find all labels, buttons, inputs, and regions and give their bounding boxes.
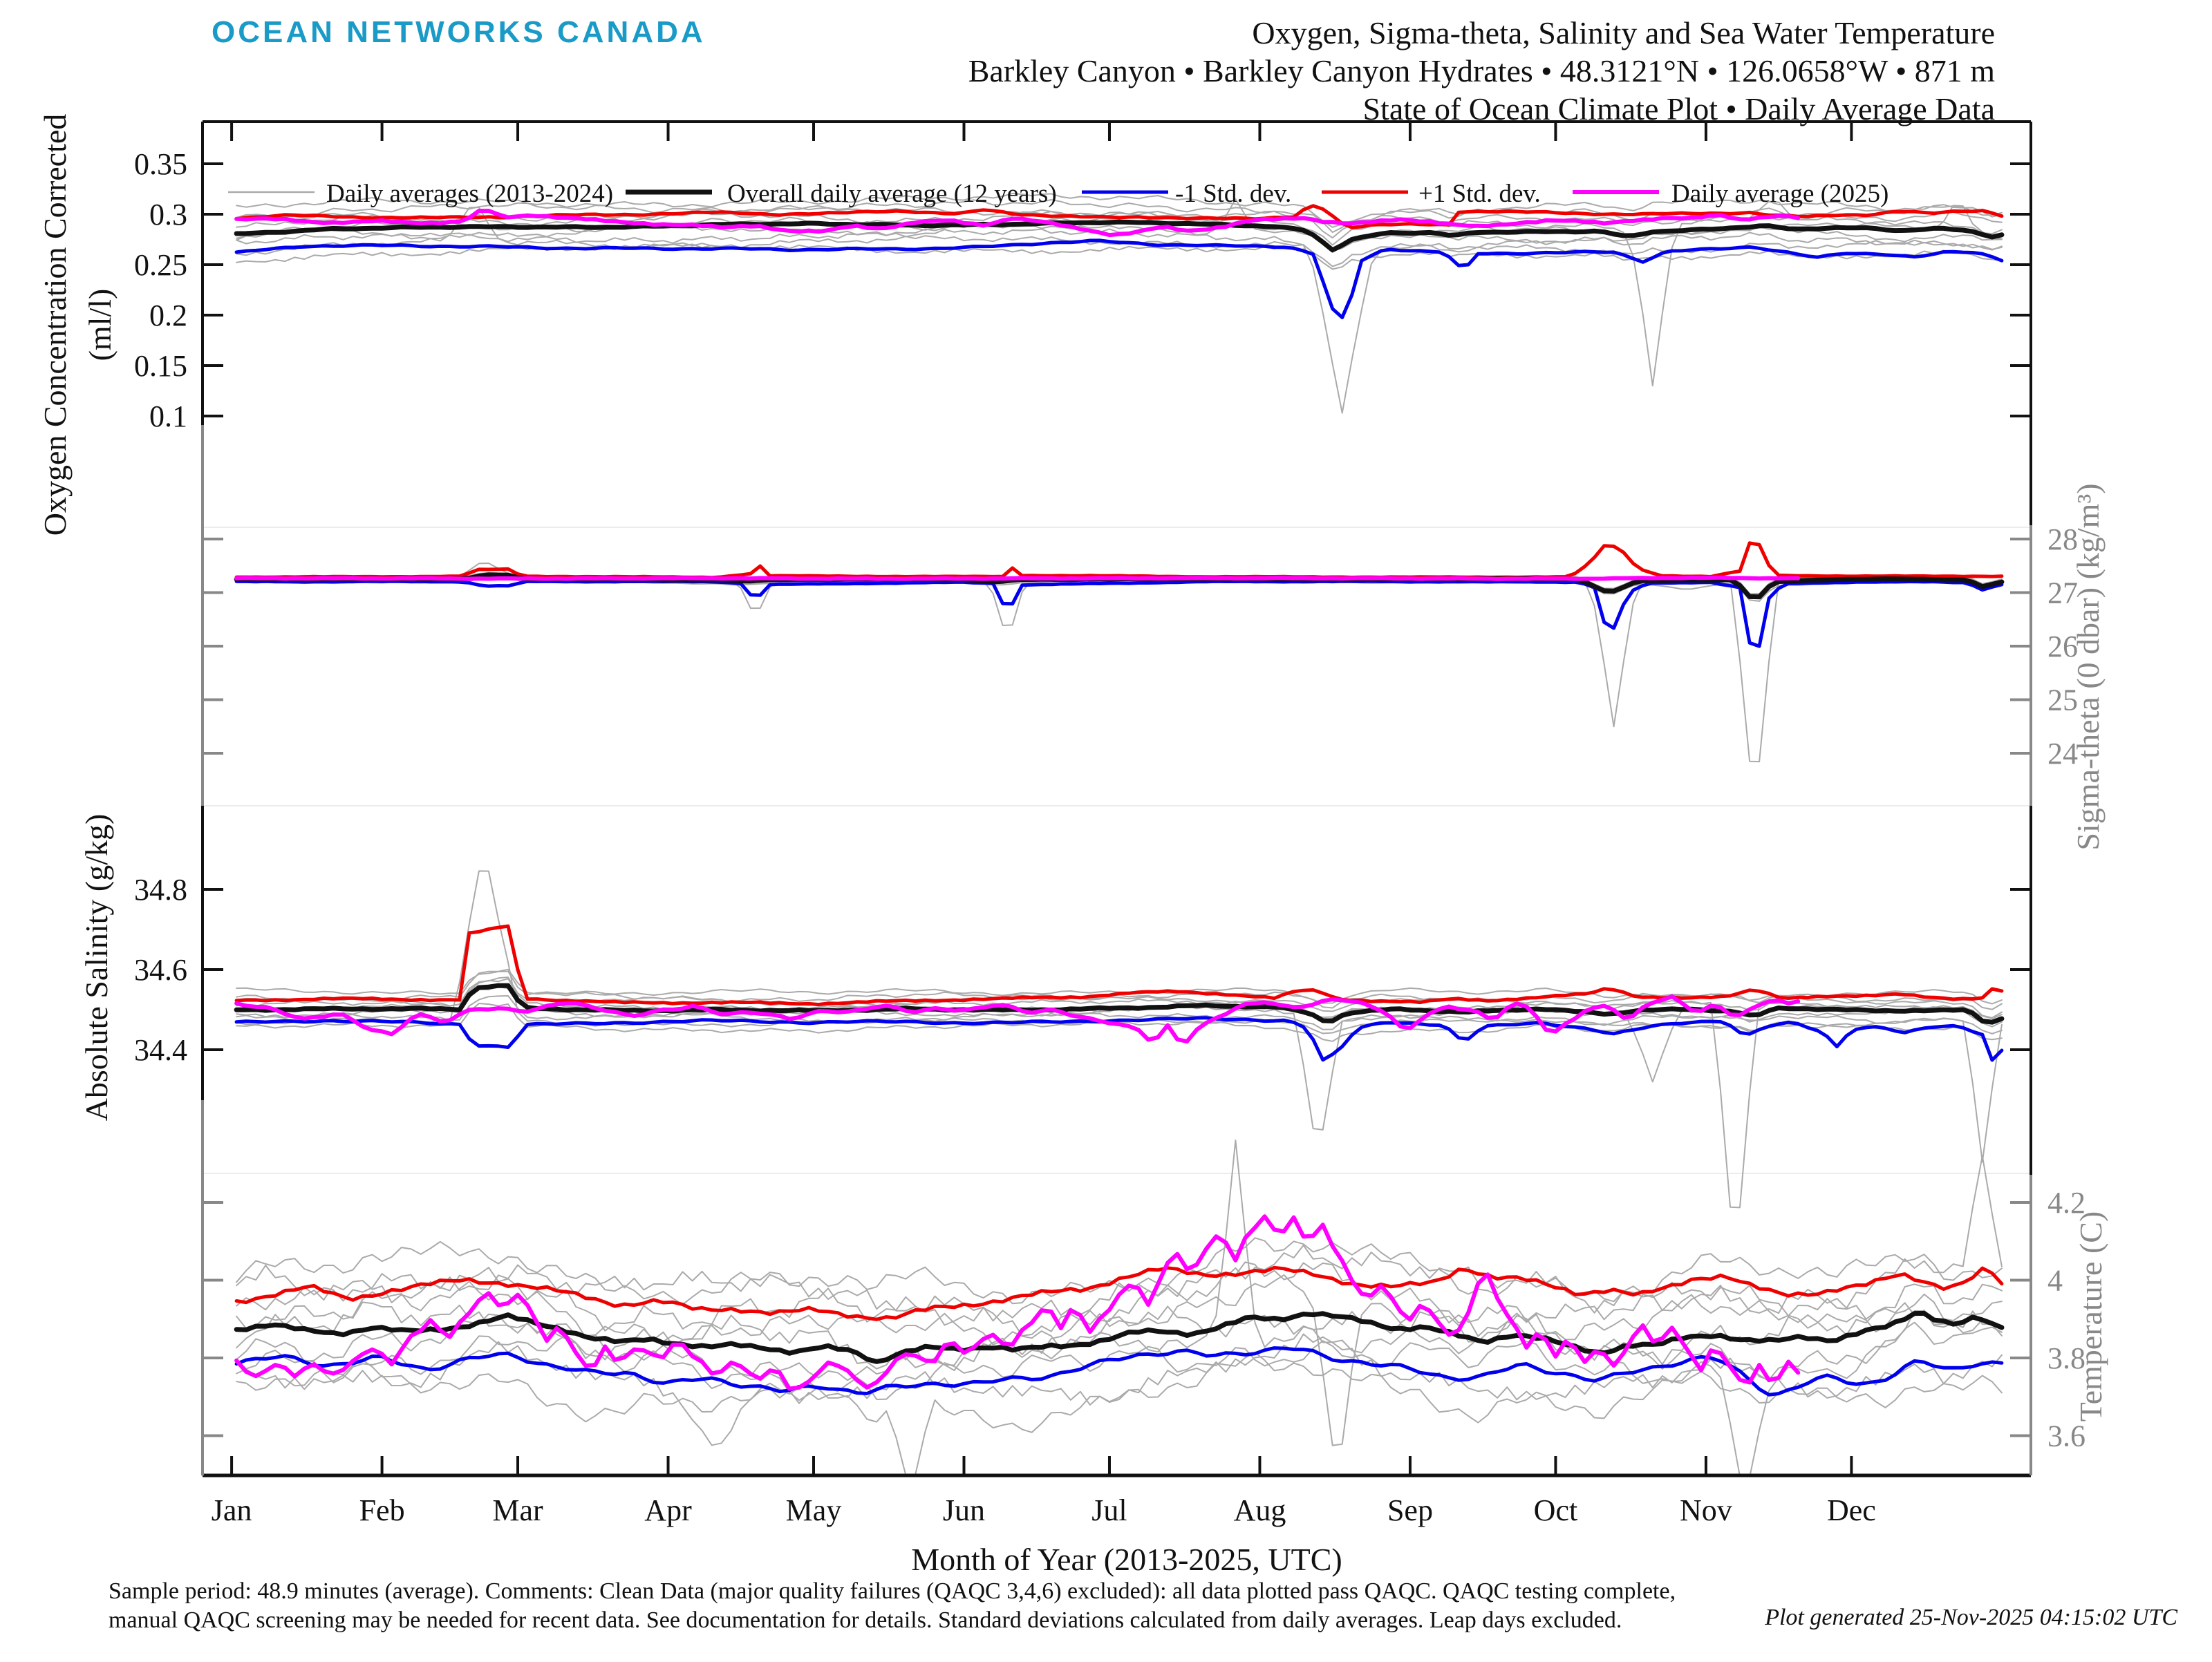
salinity-gray-line-4	[236, 983, 2003, 1083]
temperature-panel	[234, 1140, 2005, 1475]
salinity-tick-label: 34.6	[134, 953, 187, 987]
oxygen-panel	[234, 192, 2005, 414]
legend: Daily averages (2013-2024) Overall daily …	[228, 180, 1888, 208]
month-label-jan: Jan	[212, 1493, 252, 1527]
month-label-may: May	[786, 1493, 842, 1527]
series-layer	[234, 192, 2005, 1475]
oxygen-gray-line-6	[236, 200, 2003, 239]
salinity-series-black	[234, 983, 2005, 1025]
sigma-theta-tick-label: 24	[2047, 737, 2078, 771]
oxygen-gray-line-8	[236, 192, 2003, 228]
plot-title-block: Oxygen, Sigma-theta, Salinity and Sea Wa…	[968, 14, 1995, 128]
sigma-theta-axis-title: Sigma-theta (0 dbar) (kg/m³)	[2070, 483, 2106, 850]
salinity-gray-line-5	[236, 978, 2003, 1021]
month-label-apr: Apr	[644, 1493, 692, 1527]
oxygen-tick-label: 0.35	[134, 147, 187, 181]
salinity-gray-line-7	[236, 968, 2003, 1010]
salinity-series-red	[234, 924, 2004, 1007]
sigma-theta-panel	[234, 541, 2005, 763]
temperature-series-magenta	[234, 1214, 1801, 1391]
qaqc-caption-line-2: manual QAQC screening may be needed for …	[109, 1607, 1622, 1633]
temperature-series-blue	[234, 1346, 2004, 1397]
month-label-mar: Mar	[492, 1493, 543, 1527]
month-label-dec: Dec	[1827, 1493, 1876, 1527]
oxygen-tick-label: 0.1	[149, 399, 187, 433]
sigma-theta-tick-label: 26	[2047, 630, 2078, 663]
salinity-tick-label: 34.8	[134, 873, 187, 907]
temperature-gray-line-1	[236, 1333, 2003, 1446]
plot-title-line-1: Oxygen, Sigma-theta, Salinity and Sea Wa…	[1252, 15, 1995, 50]
legend-label-0: Daily averages (2013-2024)	[326, 180, 613, 208]
temperature-axis-title: Temperature (C)	[2073, 1211, 2108, 1422]
temperature-tick-label: 3.6	[2047, 1419, 2086, 1453]
month-label-jun: Jun	[943, 1493, 985, 1527]
oxygen-series-magenta	[234, 209, 1801, 238]
month-label-oct: Oct	[1534, 1493, 1578, 1527]
sigma-theta-series-magenta	[234, 575, 1801, 581]
oxygen-tick-label: 0.15	[134, 349, 187, 383]
plot-title-line-2: Barkley Canyon • Barkley Canyon Hydrates…	[968, 53, 1995, 88]
ocean-networks-canada-logo: OCEAN NETWORKS CANADA	[212, 15, 706, 49]
sigma-theta-tick-label: 28	[2047, 522, 2078, 556]
oxygen-axis-title: Oxygen Concentration Corrected	[37, 114, 73, 536]
qaqc-caption-line-1: Sample period: 48.9 minutes (average). C…	[109, 1578, 1676, 1604]
oxygen-gray-line-3	[236, 198, 2003, 253]
oxygen-gray-line-2	[236, 228, 2003, 414]
month-label-sep: Sep	[1387, 1493, 1433, 1527]
salinity-series-blue	[234, 1016, 2004, 1062]
qaqc-caption: Sample period: 48.9 minutes (average). C…	[109, 1577, 1676, 1635]
oxygen-tick-label: 0.3	[149, 198, 187, 232]
month-label-nov: Nov	[1680, 1493, 1732, 1527]
temperature-tick-label: 4	[2047, 1264, 2063, 1298]
x-axis-title: Month of Year (2013-2025, UTC)	[911, 1542, 1342, 1577]
sigma-theta-gray-line-6	[236, 573, 2003, 763]
legend-label-1: Overall daily average (12 years)	[727, 180, 1057, 208]
oxygen-series-blue	[234, 238, 2004, 319]
legend-label-4: Daily average (2025)	[1671, 180, 1888, 208]
salinity-gray-line-0	[236, 1003, 2003, 1042]
plot-title-line-3: State of Ocean Climate Plot • Daily Aver…	[1362, 91, 1995, 126]
oxygen-axis-title-units: (ml/l)	[82, 289, 118, 361]
plot-generated-note: Plot generated 25-Nov-2025 04:15:02 UTC	[1765, 1605, 2177, 1630]
oxygen-gray-line-5	[236, 211, 2003, 387]
temperature-tick-label: 4.2	[2047, 1186, 2086, 1220]
temperature-gray-line-0	[236, 1351, 2003, 1475]
oxygen-series-black	[234, 219, 2005, 253]
temperature-tick-label: 3.8	[2047, 1341, 2086, 1375]
sigma-theta-series-red	[234, 541, 2004, 580]
legend-label-2: -1 Std. dev.	[1175, 180, 1291, 208]
month-label-feb: Feb	[359, 1493, 405, 1527]
salinity-tick-label: 34.4	[134, 1033, 187, 1067]
salinity-series-magenta	[234, 994, 1801, 1044]
oxygen-gray-line-1	[236, 207, 2003, 267]
temperature-gray-line-2	[236, 1321, 2003, 1475]
temperature-gray-line-7	[236, 1155, 2003, 1322]
oxygen-tick-label: 0.25	[134, 248, 187, 282]
temperature-series-black	[234, 1310, 2005, 1364]
month-label-aug: Aug	[1234, 1493, 1286, 1527]
salinity-axis-title: Absolute Salinity (g/kg)	[79, 814, 114, 1122]
legend-label-3: +1 Std. dev.	[1418, 180, 1541, 208]
sigma-theta-tick-label: 25	[2047, 683, 2078, 717]
salinity-panel	[234, 870, 2005, 1209]
month-label-jul: Jul	[1091, 1493, 1127, 1527]
sigma-theta-tick-label: 27	[2047, 576, 2078, 610]
temperature-gray-line-6	[236, 1261, 2003, 1337]
temperature-series-red	[234, 1265, 2004, 1321]
oxygen-tick-label: 0.2	[149, 299, 187, 332]
temperature-gray-line-8	[236, 1237, 2003, 1305]
temperature-gray-line-4	[236, 1301, 2003, 1371]
